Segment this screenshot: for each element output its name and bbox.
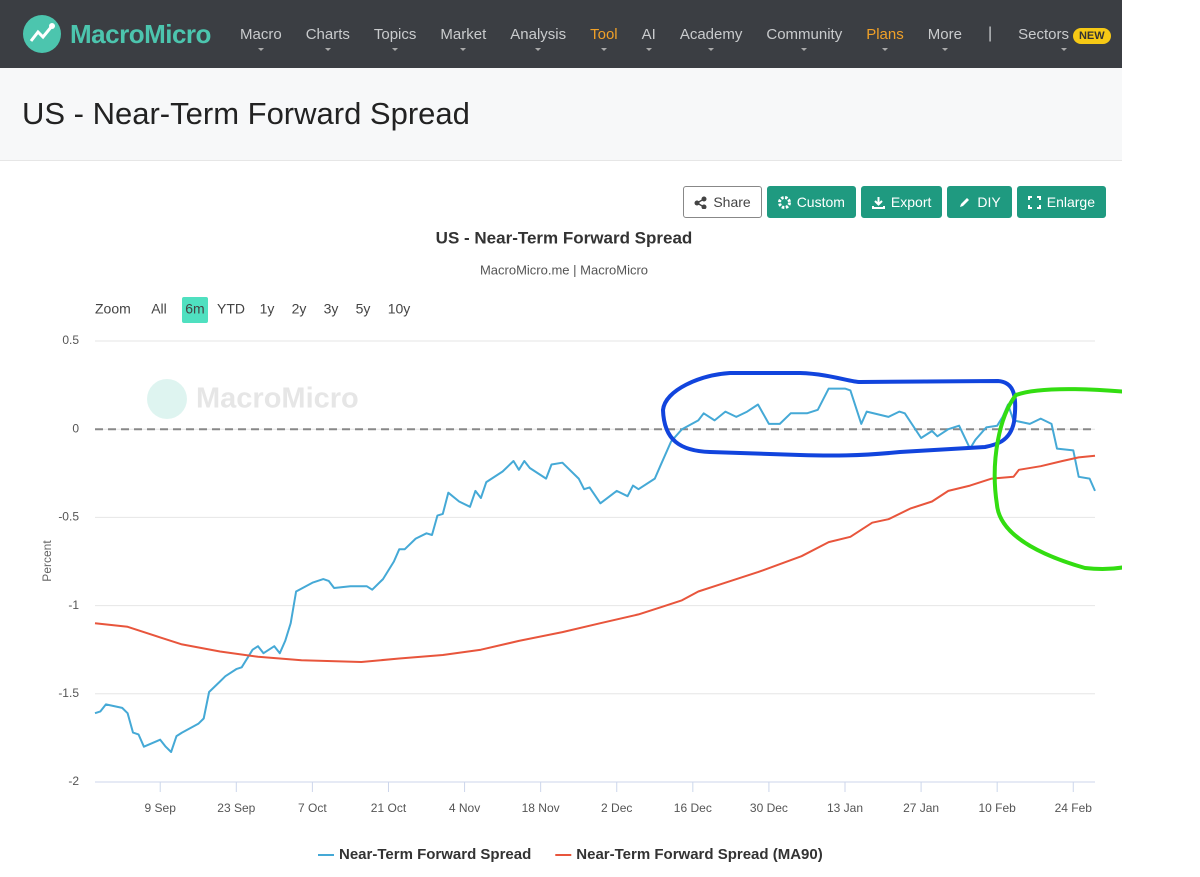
x-tick-label: 9 Sep [145, 801, 177, 815]
legend-label[interactable]: Near-Term Forward Spread (MA90) [576, 846, 822, 863]
x-tick-label: 10 Feb [978, 801, 1016, 815]
zoom-label: Zoom [95, 301, 131, 317]
zoom-option[interactable]: All [151, 301, 167, 317]
zoom-option[interactable]: 1y [260, 301, 275, 317]
zoom-option[interactable]: 5y [356, 301, 371, 317]
zoom-selected [182, 297, 208, 323]
y-tick-label: -2 [68, 774, 79, 788]
y-tick-label: -1.5 [58, 686, 79, 700]
zoom-option[interactable]: YTD [217, 301, 245, 317]
zoom-option[interactable]: 6m [185, 301, 204, 317]
x-tick-label: 2 Dec [601, 801, 632, 815]
button-icon [871, 196, 885, 209]
legend: Near-Term Forward Spread Near-Term Forwar… [318, 846, 823, 863]
nav-item[interactable]: Academy [679, 25, 743, 51]
button-icon [694, 196, 707, 209]
page-title: US - Near-Term Forward Spread [22, 96, 470, 131]
logo[interactable]: MacroMicro [22, 12, 211, 56]
nav-item[interactable]: More [927, 25, 962, 51]
x-tick-label: 30 Dec [750, 801, 788, 815]
y-axis-label: Percent [40, 540, 54, 582]
chart-title: US - Near-Term Forward Spread [436, 228, 693, 247]
menu: Macro Charts Topics Market Analysis Tool AI Aca… [228, 0, 1123, 68]
x-tick-label: 4 Nov [449, 801, 480, 815]
toolbar-button[interactable]: Export [860, 186, 943, 218]
legend-label[interactable]: Near-Term Forward Spread [339, 846, 531, 863]
data-line [94, 387, 1096, 753]
nav-item[interactable]: Sectors NEW [1018, 25, 1111, 51]
highlight-annotation [660, 371, 1018, 458]
y-tick-label: 0.5 [62, 333, 79, 347]
highlight-annotation [992, 387, 1122, 571]
toolbar-button[interactable]: Custom [766, 186, 856, 218]
navbar: MacroMicro Macro Charts Topics Market Analys… [0, 0, 1122, 68]
x-tick-label: 24 Feb [1055, 801, 1093, 815]
page-header: US - Near-Term Forward Spread [0, 68, 1122, 161]
button-icon [1027, 195, 1041, 209]
chart-subtitle: MacroMicro.me | MacroMicro [480, 262, 648, 277]
logo-icon [23, 15, 61, 53]
button-icon [777, 195, 791, 209]
nav-item[interactable]: Tool [590, 25, 618, 51]
x-tick-label: 18 Nov [522, 801, 560, 815]
nav-item[interactable]: Analysis [510, 25, 567, 51]
zoom-option[interactable]: 10y [388, 301, 411, 317]
x-tick-label: 27 Jan [903, 801, 939, 815]
y-tick-label: 0 [72, 421, 79, 435]
button-label: DIY [977, 194, 1001, 210]
chart: US - Near-Term Forward Spread MacroMicro… [40, 228, 1122, 863]
nav-item[interactable]: Plans [866, 25, 904, 51]
nav-item[interactable]: Topics [373, 25, 417, 51]
x-tick-label: 13 Jan [827, 801, 863, 815]
button-icon [960, 197, 970, 207]
nav-item[interactable]: AI [641, 25, 656, 51]
watermark: MacroMicro [147, 379, 359, 419]
range-selector: Zoom All 6m YTD 1y 2y 3y 5y 10y [95, 297, 410, 323]
nav-item[interactable]: Market [440, 25, 487, 51]
button-label: Enlarge [1046, 194, 1095, 210]
button-label: Share [713, 194, 751, 210]
x-tick-label: 23 Sep [217, 801, 255, 815]
nav-badge: NEW [1072, 27, 1111, 44]
nav-item[interactable]: Community [766, 25, 843, 51]
toolbar-button[interactable]: Enlarge [1016, 186, 1106, 218]
toolbar-button[interactable]: DIY [947, 186, 1012, 218]
x-tick-label: 7 Oct [298, 801, 327, 815]
button-label: Custom [796, 194, 845, 210]
zoom-option[interactable]: 3y [324, 301, 339, 317]
x-tick-label: 16 Dec [674, 801, 712, 815]
y-tick-label: -1 [68, 598, 79, 612]
button-label: Export [890, 194, 932, 210]
watermark-text: MacroMicro [196, 383, 359, 415]
data-line [94, 454, 1096, 663]
toolbar: Share Custom Export DIY Enlarge [683, 186, 1106, 218]
x-tick-label: 21 Oct [371, 801, 407, 815]
logo-text: MacroMicro [70, 18, 211, 49]
nav-separator: | [987, 25, 993, 42]
nav-item[interactable]: Charts [305, 25, 350, 51]
zoom-option[interactable]: 2y [292, 301, 307, 317]
y-tick-label: -0.5 [58, 510, 79, 524]
nav-item[interactable]: Macro [240, 25, 282, 51]
nav-sectors: Sectors [1018, 25, 1069, 43]
toolbar-button[interactable]: Share [683, 186, 762, 218]
